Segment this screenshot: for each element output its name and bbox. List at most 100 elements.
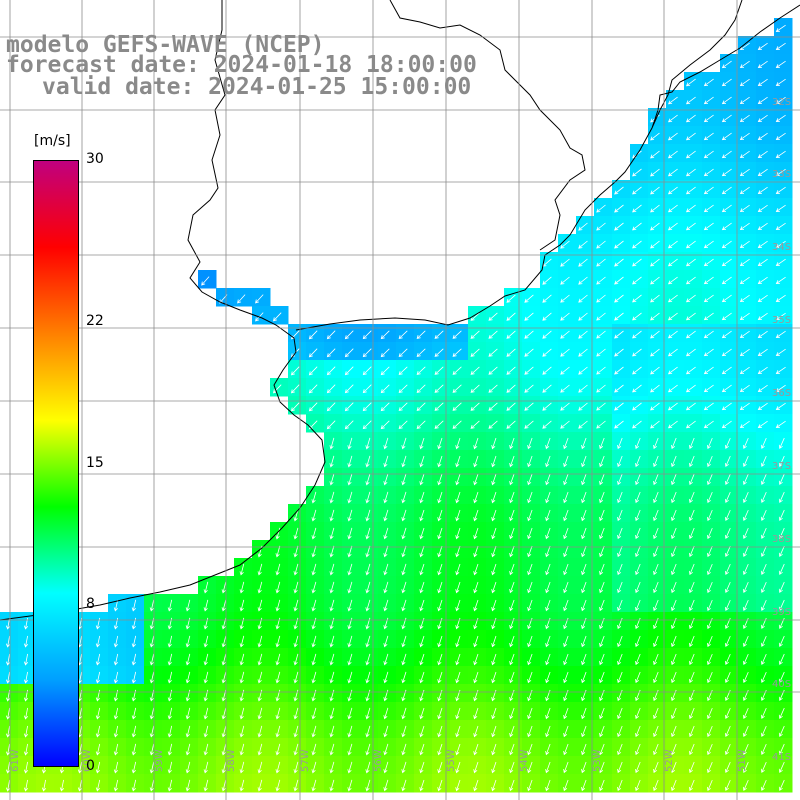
wind-arrow	[527, 635, 533, 648]
wind-arrow	[650, 240, 660, 249]
wind-arrow	[581, 491, 587, 504]
wind-arrow	[293, 671, 299, 684]
wind-arrow	[599, 599, 605, 612]
wind-arrow	[671, 743, 677, 756]
wind-arrow	[563, 707, 569, 720]
wind-arrow	[578, 312, 588, 321]
wind-arrow	[491, 509, 497, 522]
wind-arrow	[685, 258, 696, 267]
wind-arrow	[311, 725, 317, 738]
wind-arrow	[257, 671, 263, 684]
wind-arrow	[380, 420, 390, 430]
wind-arrow	[760, 509, 767, 522]
wind-arrow	[311, 563, 317, 576]
wind-arrow	[775, 294, 786, 302]
wind-arrow	[149, 707, 155, 720]
wind-arrow	[632, 366, 642, 375]
wind-arrow	[685, 114, 696, 123]
wind-arrow	[524, 366, 534, 375]
wind-arrow	[653, 635, 659, 648]
wind-arrow	[617, 563, 623, 576]
wind-arrow	[185, 599, 191, 612]
wind-arrow	[401, 509, 407, 522]
wind-arrow	[506, 366, 516, 375]
wind-arrow	[617, 707, 623, 720]
wind-arrow	[290, 402, 300, 412]
wind-arrow	[596, 276, 606, 285]
wind-arrow	[703, 114, 714, 123]
wind-arrow	[563, 581, 569, 594]
wind-arrow	[581, 473, 587, 486]
wind-arrow	[739, 420, 750, 429]
colorbar-tick-label: 8	[86, 596, 95, 613]
wind-arrow	[365, 473, 371, 486]
wind-arrow	[635, 509, 641, 522]
wind-arrow	[581, 437, 587, 450]
wind-arrow	[721, 132, 732, 141]
wind-arrow	[775, 312, 786, 320]
wind-arrow	[671, 725, 677, 738]
wind-arrow	[703, 348, 714, 357]
wind-arrow	[703, 78, 714, 87]
wind-arrow	[473, 563, 479, 576]
wind-arrow	[257, 743, 263, 756]
wind-arrow	[491, 455, 497, 468]
wind-arrow	[703, 258, 714, 267]
longitude-labels: 61W 60W 59W 58W 57W 56W 55W 54W 53W 52W 51W	[10, 749, 748, 772]
wind-arrow	[347, 491, 353, 504]
wind-arrow	[275, 725, 281, 738]
wind-arrow	[149, 635, 155, 648]
wind-arrow	[632, 330, 642, 339]
wind-arrow	[775, 222, 786, 230]
wind-arrow	[725, 761, 731, 774]
wind-arrow	[721, 78, 732, 87]
wind-arrow	[635, 761, 641, 774]
wind-arrow	[221, 779, 227, 792]
wind-arrow	[311, 635, 317, 648]
wind-arrow	[329, 743, 335, 756]
wind-arrow	[578, 222, 588, 231]
wind-arrow	[95, 779, 101, 792]
wind-arrow	[203, 743, 209, 756]
wind-arrow	[760, 455, 767, 468]
wind-arrow	[581, 581, 587, 594]
wind-arrow	[581, 635, 587, 648]
wind-arrow	[416, 348, 426, 358]
wind-arrow	[721, 96, 732, 105]
wind-arrow	[437, 491, 443, 504]
wind-arrow	[473, 527, 479, 540]
wind-arrow	[293, 509, 299, 522]
wind-arrow	[775, 168, 786, 176]
wind-arrow	[419, 635, 425, 648]
wind-arrow	[707, 779, 713, 792]
wind-arrow	[455, 671, 461, 684]
wind-arrow	[775, 258, 786, 266]
wind-arrow	[401, 635, 407, 648]
wind-arrow	[203, 653, 209, 666]
wind-arrow	[347, 509, 353, 522]
wind-arrow	[203, 761, 209, 774]
wind-arrow	[725, 599, 731, 612]
wind-arrow	[581, 527, 587, 540]
wind-arrow	[560, 240, 570, 249]
wind-arrow	[401, 671, 407, 684]
wind-arrow	[5, 653, 11, 666]
wind-arrow	[527, 581, 533, 594]
wind-arrow	[326, 366, 336, 376]
wind-arrow	[617, 455, 623, 468]
wind-arrow	[650, 168, 660, 177]
wind-arrow	[742, 545, 749, 558]
wind-arrow	[617, 581, 623, 594]
latitude-label: 35S	[772, 315, 791, 326]
wind-arrow	[545, 761, 551, 774]
wind-arrow	[308, 330, 318, 340]
colorbar	[33, 160, 79, 767]
wind-arrow	[5, 761, 11, 774]
wind-arrow	[473, 707, 479, 720]
wind-arrow	[149, 779, 155, 792]
wind-arrow	[650, 312, 660, 321]
wind-arrow	[653, 437, 659, 450]
wind-arrow	[653, 455, 659, 468]
latitude-label: 34S	[772, 242, 791, 253]
wind-arrow	[742, 581, 749, 594]
